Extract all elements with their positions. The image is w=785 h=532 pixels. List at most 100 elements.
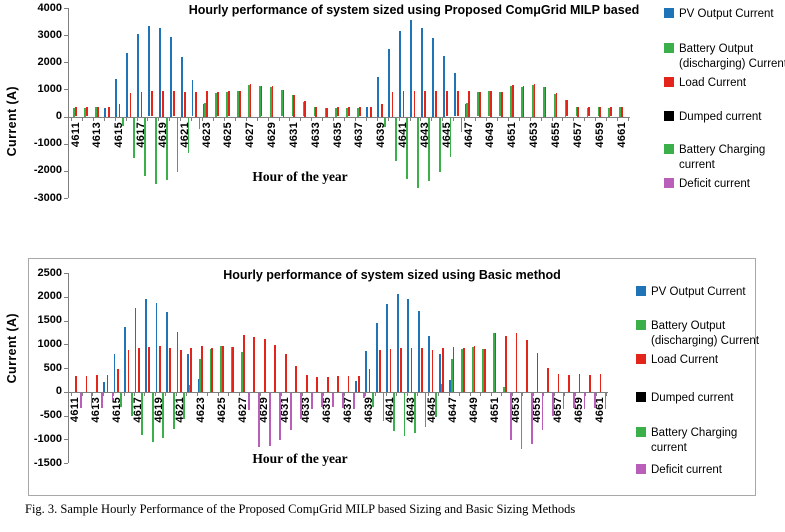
bar-load [468, 90, 470, 117]
x-tick-mark [154, 392, 156, 396]
legend-label-line: Battery Charging [679, 144, 766, 156]
x-tick-mark [175, 392, 177, 396]
x-tick-mark [158, 117, 160, 121]
bar-load [536, 352, 539, 392]
y-tick-label: 1000 [37, 337, 62, 350]
x-tick-label: 4625 [222, 121, 235, 148]
bar-load [75, 107, 77, 117]
bar-deficit [552, 392, 554, 416]
y-tick-label: 4000 [37, 1, 62, 14]
x-tick-mark [453, 117, 455, 121]
legend-label-line: Battery Output [651, 320, 726, 332]
bar-battery-discharge [619, 107, 622, 117]
bar-deficit [310, 392, 313, 410]
y-tick-label: 1500 [37, 314, 62, 326]
x-tick-mark [584, 117, 586, 121]
legend-swatch-deficit [664, 178, 674, 188]
x-tick-mark [564, 392, 565, 396]
bar-load [547, 368, 549, 392]
x-tick-mark [501, 392, 503, 396]
bar-battery-charge [372, 392, 374, 408]
x-tick-mark [438, 392, 440, 396]
bar-load [206, 90, 208, 117]
bar-load [515, 333, 518, 392]
x-tick-mark [469, 392, 471, 396]
bar-load [380, 103, 383, 117]
bar-battery-discharge [269, 86, 272, 117]
bar-battery-charge [424, 392, 427, 427]
x-tick-mark [385, 392, 387, 396]
bar-load [217, 92, 219, 117]
x-tick-mark [606, 117, 608, 121]
bar-battery-discharge [204, 103, 207, 117]
bar-pv-output [176, 331, 179, 392]
bar-deficit [583, 392, 586, 409]
x-tick-mark [522, 392, 524, 396]
bar-load [391, 92, 394, 117]
bar-load [238, 90, 241, 117]
x-tick-mark [136, 117, 138, 121]
legend-label-load: Load Current [651, 353, 718, 368]
bar-load [358, 107, 361, 117]
bar-pv-output [449, 379, 451, 392]
y-tick-label: -3000 [33, 191, 62, 204]
bar-deficit [342, 392, 345, 409]
x-tick-mark [354, 117, 356, 121]
x-tick-mark [333, 392, 335, 396]
bar-pv-output [159, 28, 161, 117]
bar-battery-charge [133, 117, 135, 159]
x-axis-line [68, 391, 608, 393]
bar-load [148, 347, 151, 392]
x-tick-mark [234, 117, 236, 121]
bar-battery-discharge [586, 107, 589, 117]
y-tick-mark [64, 273, 68, 274]
figure-caption: Fig. 3. Sample Hourly Performance of the… [25, 502, 576, 516]
bar-battery-discharge [335, 107, 338, 117]
bar-pv-output [396, 294, 399, 392]
x-tick-mark [464, 117, 466, 121]
bar-battery-charge [416, 117, 419, 189]
legend-label-line: PV Output Current [651, 286, 746, 298]
legend-swatch-load [636, 354, 646, 364]
bar-battery-charge [460, 117, 463, 133]
chart-title: Hourly performance of system sized using… [223, 268, 561, 282]
bar-load [140, 91, 143, 117]
bar-load [184, 92, 186, 117]
legend-swatch-battery-discharge [664, 43, 674, 53]
bar-pv-output [453, 73, 456, 117]
bar-pv-output [113, 353, 116, 392]
x-tick-mark [490, 392, 492, 396]
bar-load [326, 107, 328, 117]
bar-load [402, 90, 405, 117]
bar-deficit [279, 392, 282, 440]
legend-label-line: Deficit current [679, 178, 750, 190]
x-tick-label: 4657 [571, 121, 584, 148]
x-tick-mark [529, 117, 531, 121]
bar-load [358, 376, 360, 392]
bar-battery-discharge [226, 91, 228, 117]
bar-load [162, 90, 165, 117]
y-tick-mark [64, 170, 68, 172]
bar-load [588, 107, 590, 117]
bar-battery-charge [162, 392, 165, 438]
bar-load [195, 91, 197, 117]
bar-pv-output [417, 311, 420, 392]
x-tick-mark [114, 117, 116, 121]
bar-pv-output [377, 77, 380, 117]
bar-load [253, 337, 256, 392]
x-tick-mark [627, 117, 629, 121]
legend-swatch-deficit [636, 464, 646, 474]
bar-load [379, 350, 381, 392]
plot-area: 4000 3000 2000 1000 0 -1000 -2000 -3000 4611 4613… [0, 0, 785, 240]
x-tick-mark [376, 117, 378, 121]
bar-load [435, 91, 438, 117]
x-tick-mark [409, 117, 411, 121]
x-tick-mark [196, 392, 198, 396]
x-tick-mark [551, 117, 553, 121]
x-tick-mark [92, 392, 93, 396]
x-tick-mark [245, 117, 247, 121]
x-tick-mark [312, 392, 314, 396]
bar-load [85, 107, 88, 117]
x-tick-mark [606, 392, 607, 396]
